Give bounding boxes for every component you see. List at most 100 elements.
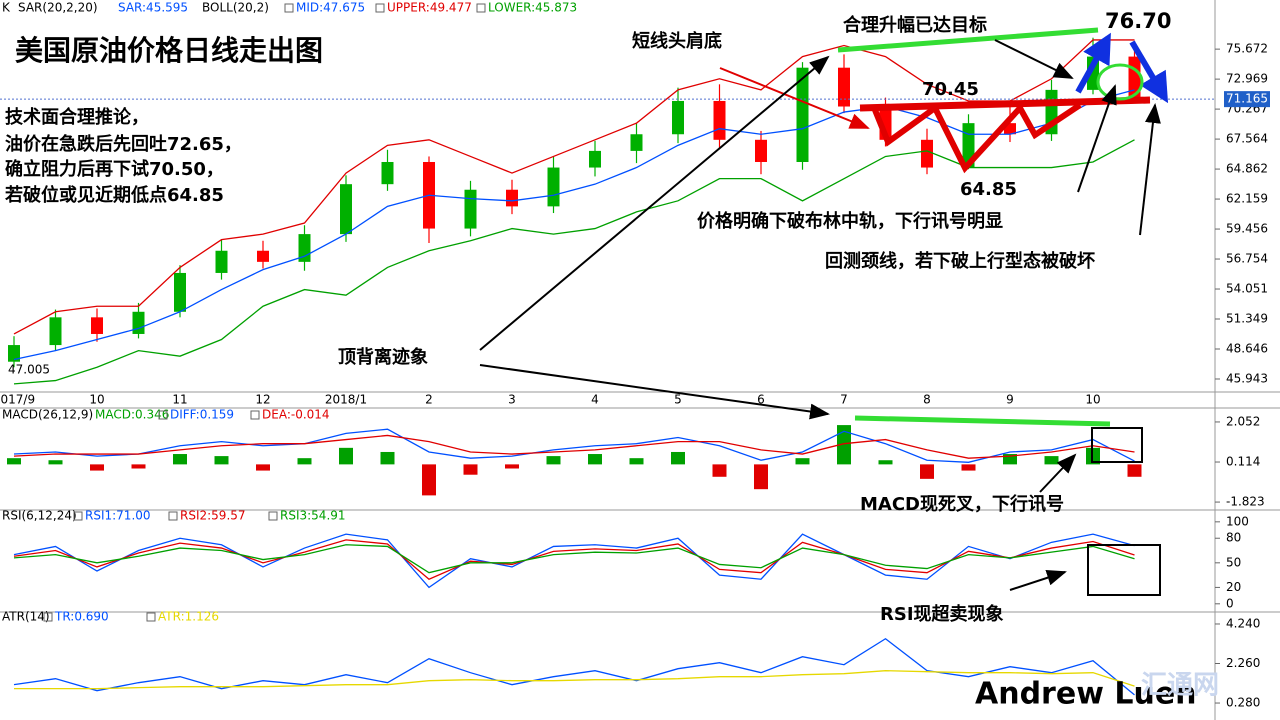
- x-tick-label: 4: [591, 393, 599, 407]
- y-tick-label: 62.159: [1226, 192, 1268, 206]
- macd-bar: [214, 456, 229, 465]
- series-line: [13, 544, 1135, 574]
- macd-bar: [1003, 454, 1017, 465]
- candle-body: [1004, 123, 1016, 135]
- annotation: MACD现死叉，下行讯号: [860, 493, 1064, 515]
- x-tick-label: 3: [508, 393, 516, 407]
- macd-bar: [629, 458, 644, 465]
- y-tick-label: 67.564: [1226, 132, 1268, 146]
- macd-bar: [1044, 456, 1059, 465]
- y-tick-label: -1.823: [1226, 495, 1265, 509]
- x-tick-label: 8: [923, 393, 931, 407]
- annotation: 回测颈线，若下破上行型态被破坏: [825, 250, 1095, 272]
- macd-bar: [48, 460, 63, 465]
- candle-body: [257, 250, 269, 262]
- legend-entry: RSI2:59.57: [180, 509, 246, 523]
- series-line: [13, 428, 1135, 463]
- candle-body: [838, 67, 850, 107]
- x-tick-label: 11: [172, 393, 187, 407]
- candle-body: [215, 250, 228, 273]
- series-line: [14, 670, 1135, 690]
- candle-body: [8, 345, 20, 362]
- low-label: 47.005: [8, 363, 50, 377]
- chart-title: 美国原油价格日线走出图: [15, 34, 323, 67]
- panel-label: RSI(6,12,24): [2, 509, 77, 523]
- candle-body: [506, 189, 518, 207]
- x-tick-label: 10: [1085, 393, 1100, 407]
- candle-body: [91, 317, 103, 334]
- legend-entry: MACD:0.346: [95, 408, 169, 422]
- series-line: [13, 139, 1135, 385]
- annotation-texts: 美国原油价格日线走出图 75.67272.96970.26767.56464.8…: [0, 1, 1270, 712]
- series-line: [13, 637, 1135, 696]
- legend-box: [168, 511, 178, 521]
- legend-box: [284, 3, 294, 13]
- legend-entry: MID:47.675: [296, 1, 365, 15]
- macd-bar: [837, 425, 851, 465]
- legend-entry: RSI1:71.00: [85, 509, 151, 523]
- macd-bar: [1127, 464, 1142, 477]
- legend-entry: LOWER:45.873: [488, 1, 577, 15]
- legend-label: BOLL(20,2): [202, 1, 269, 15]
- x-tick-label: 2017/9: [0, 393, 35, 407]
- legend-box: [73, 511, 83, 521]
- y-tick-label: 50: [1226, 555, 1241, 569]
- legend-box: [158, 410, 168, 420]
- macd-bar: [920, 464, 934, 479]
- y-tick-label: 54.051: [1226, 282, 1268, 296]
- annotation: 价格明确下破布林中轨，下行讯号明显: [697, 210, 1003, 232]
- x-tick-label: 2: [425, 393, 433, 407]
- annotation: 合理升幅已达目标: [843, 14, 987, 36]
- candle-body: [589, 150, 601, 168]
- candle-body: [49, 317, 62, 346]
- legend-label: K: [2, 1, 11, 15]
- y-tick-label: 48.646: [1226, 341, 1268, 355]
- x-tick-label: 2018/1: [325, 393, 367, 407]
- candle-body: [547, 167, 560, 207]
- y-tick-label: 2.260: [1226, 656, 1260, 670]
- legend-box: [375, 3, 385, 13]
- panel-label: MACD(26,12,9): [2, 408, 93, 422]
- candle-body: [464, 189, 477, 229]
- series-line: [13, 533, 1135, 589]
- macd-bar: [90, 464, 104, 471]
- macd-bar: [422, 464, 436, 496]
- panel-label: ATR(14): [2, 610, 50, 624]
- x-tick-label: 5: [674, 393, 682, 407]
- x-tick-label: 12: [255, 393, 270, 407]
- x-tick-label: 9: [1006, 393, 1014, 407]
- last-price-label: 71.165: [1226, 92, 1268, 106]
- macd-bar: [173, 454, 187, 465]
- candle-body: [381, 161, 394, 185]
- annotation: 70.45: [922, 79, 979, 100]
- candle-body: [630, 134, 643, 151]
- annotation: RSI现超卖现象: [880, 603, 1004, 625]
- legend-entry: RSI3:54.91: [280, 509, 346, 523]
- y-tick-label: 20: [1226, 580, 1241, 594]
- annotation: 64.85: [960, 179, 1017, 200]
- y-tick-label: 0: [1226, 596, 1234, 610]
- y-tick-label: 0.280: [1226, 696, 1260, 710]
- candle-body: [713, 100, 726, 140]
- y-tick-label: 4.240: [1226, 616, 1260, 630]
- annotation: 技术面合理推论，: [5, 106, 149, 128]
- legend-entry: ATR:1.126: [158, 610, 219, 624]
- macd-bar: [754, 464, 768, 490]
- y-tick-label: 0.114: [1226, 455, 1260, 469]
- legend-box: [43, 612, 53, 622]
- y-tick-label: 56.754: [1226, 252, 1268, 266]
- macd-bar: [588, 454, 602, 465]
- legend-box: [476, 3, 486, 13]
- legend-entry: DIFF:0.159: [170, 408, 234, 422]
- x-tick-label: 7: [840, 393, 848, 407]
- annotation: Andrew Luen: [975, 677, 1197, 712]
- annotation: 顶背离迹象: [338, 346, 428, 368]
- candle-body: [174, 272, 186, 312]
- legend-box: [146, 612, 156, 622]
- y-tick-label: 59.456: [1226, 222, 1268, 236]
- legend-entry: UPPER:49.477: [387, 1, 472, 15]
- y-tick-label: 100: [1226, 514, 1249, 528]
